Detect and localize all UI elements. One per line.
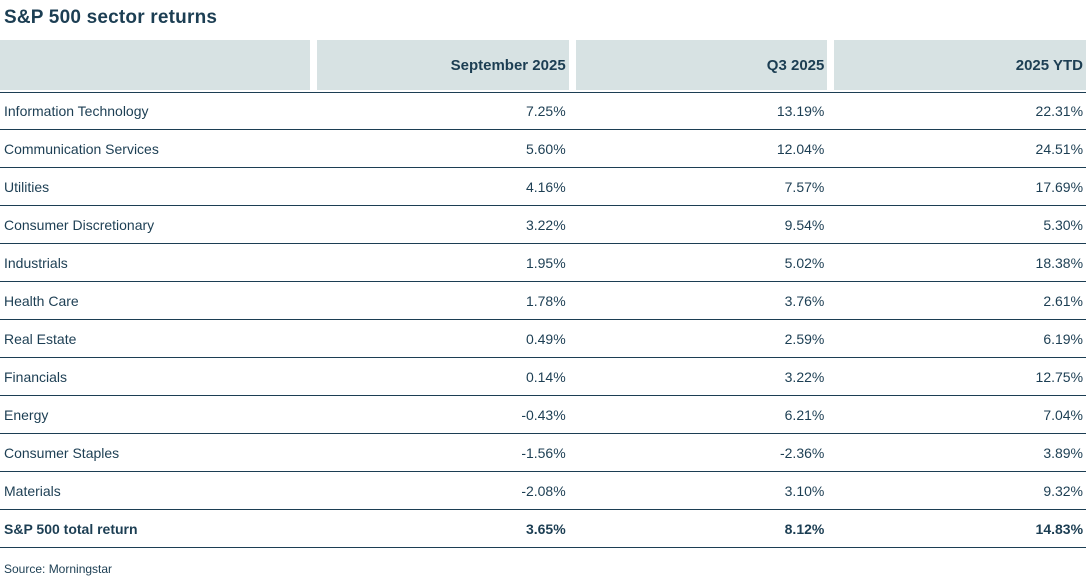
table-body: Information Technology 7.25% 13.19% 22.3… xyxy=(0,92,1086,548)
row-value-q3: 7.57% xyxy=(784,178,825,195)
table-row: Energy -0.43% 6.21% 7.04% xyxy=(0,396,1086,434)
table-row: Industrials 1.95% 5.02% 18.38% xyxy=(0,244,1086,282)
row-value-q3: 8.12% xyxy=(784,520,825,537)
row-value-q3: 6.21% xyxy=(784,406,825,423)
row-value-ytd: 22.31% xyxy=(1035,103,1084,119)
row-label: Real Estate xyxy=(4,330,77,347)
table-header-row: September 2025 Q3 2025 2025 YTD xyxy=(0,40,1086,90)
table-row: Utilities 4.16% 7.57% 17.69% xyxy=(0,168,1086,206)
row-value-q3: 9.54% xyxy=(784,216,825,233)
row-label: Communication Services xyxy=(4,140,159,157)
row-value-ytd: 24.51% xyxy=(1035,140,1084,157)
row-value-september: 3.65% xyxy=(525,520,566,537)
row-value-september: 5.60% xyxy=(525,140,566,157)
row-label: Consumer Staples xyxy=(4,444,120,461)
row-label: Materials xyxy=(4,482,61,499)
table-row: Health Care 1.78% 3.76% 2.61% xyxy=(0,282,1086,320)
header-september-2025: September 2025 xyxy=(317,40,569,90)
row-label: Information Technology xyxy=(4,103,149,119)
row-value-september: -2.08% xyxy=(521,482,566,499)
row-value-ytd: 5.30% xyxy=(1043,216,1084,233)
table-row: Consumer Staples -1.56% -2.36% 3.89% xyxy=(0,434,1086,472)
table-row: Consumer Discretionary 3.22% 9.54% 5.30% xyxy=(0,206,1086,244)
row-value-september: -0.43% xyxy=(521,406,566,423)
row-value-september: 0.14% xyxy=(525,368,566,385)
row-value-september: 7.25% xyxy=(525,103,566,119)
row-value-ytd: 7.04% xyxy=(1043,406,1084,423)
row-value-q3: 2.59% xyxy=(784,330,825,347)
row-value-september: 4.16% xyxy=(525,178,566,195)
row-value-ytd: 3.89% xyxy=(1043,444,1084,461)
row-value-ytd: 14.83% xyxy=(1035,520,1084,537)
row-value-q3: 5.02% xyxy=(784,254,825,271)
row-value-ytd: 18.38% xyxy=(1035,254,1084,271)
table-row: Financials 0.14% 3.22% 12.75% xyxy=(0,358,1086,396)
row-value-q3: 3.22% xyxy=(784,368,825,385)
row-value-september: 0.49% xyxy=(525,330,566,347)
row-value-ytd: 9.32% xyxy=(1043,482,1084,499)
row-value-september: 3.22% xyxy=(525,216,566,233)
table-row: Information Technology 7.25% 13.19% 22.3… xyxy=(0,92,1086,130)
row-label: Financials xyxy=(4,368,68,385)
row-value-q3: 3.10% xyxy=(784,482,825,499)
page: S&P 500 sector returns September 2025 Q3… xyxy=(0,5,1086,581)
source-note: Source: Morningstar xyxy=(4,562,113,576)
header-2025-ytd: 2025 YTD xyxy=(834,40,1086,90)
row-value-september: -1.56% xyxy=(521,444,566,461)
row-value-september: 1.95% xyxy=(525,254,566,271)
row-value-q3: -2.36% xyxy=(779,444,825,461)
table-total-row: S&P 500 total return 3.65% 8.12% 14.83% xyxy=(0,510,1086,548)
row-label: S&P 500 total return xyxy=(4,520,138,537)
row-value-q3: 3.76% xyxy=(784,292,825,309)
row-label: Health Care xyxy=(4,292,79,309)
sector-returns-table: September 2025 Q3 2025 2025 YTD Informat… xyxy=(0,40,1086,548)
row-value-q3: 13.19% xyxy=(776,103,825,119)
header-q3-2025: Q3 2025 xyxy=(575,40,828,90)
row-label: Utilities xyxy=(4,178,50,195)
row-value-ytd: 12.75% xyxy=(1035,368,1084,385)
table-row: Communication Services 5.60% 12.04% 24.5… xyxy=(0,130,1086,168)
row-label: Consumer Discretionary xyxy=(4,216,155,233)
row-label: Industrials xyxy=(4,254,68,271)
row-value-september: 1.78% xyxy=(525,292,566,309)
row-value-ytd: 17.69% xyxy=(1035,178,1084,195)
row-value-ytd: 2.61% xyxy=(1043,292,1084,309)
header-sector-column xyxy=(0,40,310,90)
row-value-q3: 12.04% xyxy=(776,140,825,157)
page-title: S&P 500 sector returns xyxy=(4,7,218,28)
row-label: Energy xyxy=(4,406,49,423)
row-value-ytd: 6.19% xyxy=(1043,330,1084,347)
table-row: Real Estate 0.49% 2.59% 6.19% xyxy=(0,320,1086,358)
table-row: Materials -2.08% 3.10% 9.32% xyxy=(0,472,1086,510)
